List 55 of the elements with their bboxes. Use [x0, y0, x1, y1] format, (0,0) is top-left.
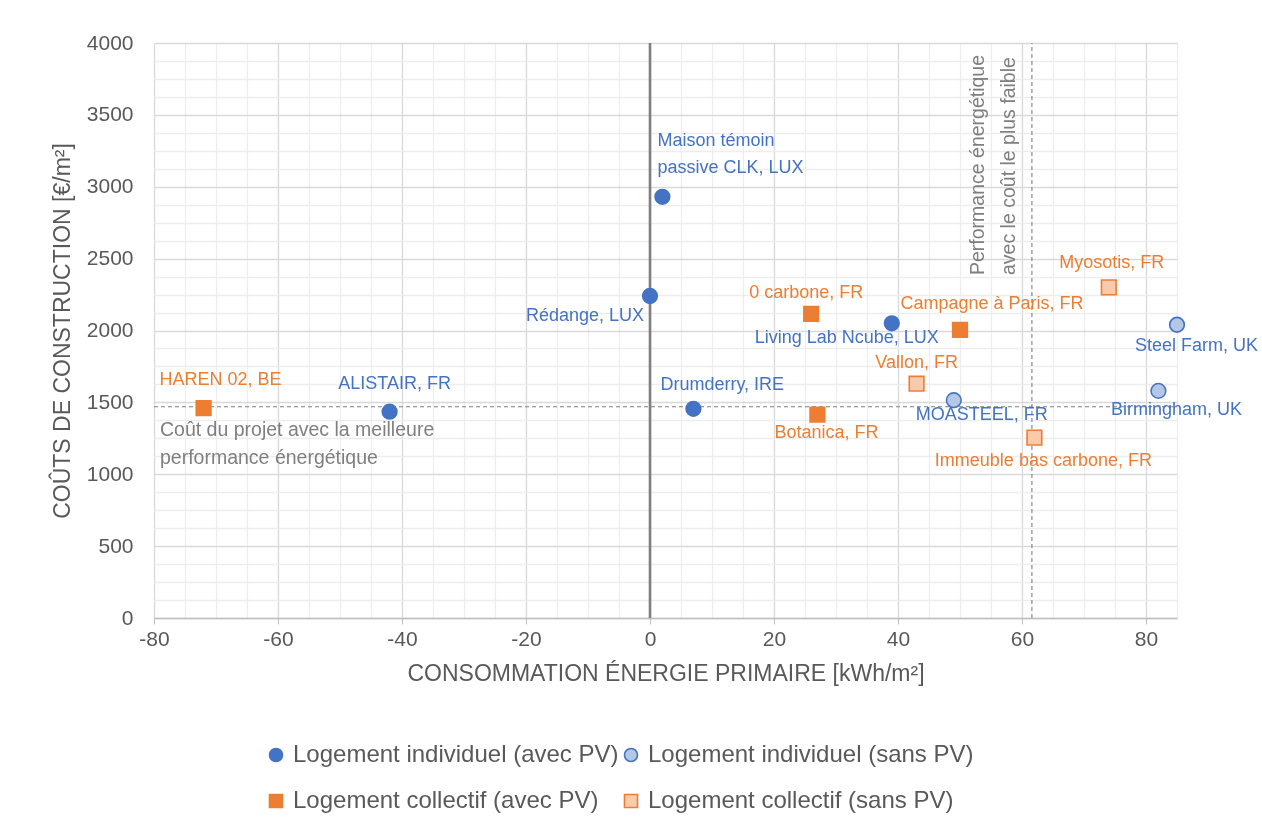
x-tick-label: 60 [1010, 626, 1035, 650]
annotation: Immeuble bas carbone, FR [934, 449, 1152, 470]
y-tick-label: 0 [121, 605, 134, 629]
ref-line-label: Performance énergétique avec le coût le plus faible [965, 54, 1019, 275]
annotation: 0 carbone, FR [749, 281, 864, 302]
annotation: Botanica, FR [774, 421, 879, 442]
annotation: Rédange, LUX [525, 305, 644, 325]
annotation: MOASTEEL, FR [915, 404, 1048, 425]
annotation: Maison témoin passive CLK, LUX [657, 129, 804, 177]
legend-label: Logement individuel (sans PV) [648, 740, 974, 767]
x-tick-label: -20 [511, 626, 542, 650]
annotation: Steel Farm, UK [1134, 334, 1258, 355]
annotation: Drumderry, IRE [660, 373, 785, 394]
annotation: HAREN 02, BE [159, 369, 282, 390]
point [1168, 316, 1186, 333]
x-tick-label: 40 [886, 626, 911, 650]
annotation: Birmingham, UK [1110, 398, 1242, 419]
legend-label: Logement individuel (avec PV) [293, 740, 619, 767]
point [1100, 279, 1117, 296]
y-tick-label: 1000 [86, 461, 134, 485]
y-axis-title: COÛTS DE CONSTRUCTION [€/m²] [47, 143, 75, 519]
annotation: Living Lab Ncube, LUX [754, 327, 939, 348]
point [1150, 382, 1167, 399]
annotation: Myosotis, FR [1059, 252, 1165, 273]
annotation: ALISTAIR, FR [338, 372, 451, 393]
y-tick-label: 4000 [86, 30, 134, 54]
point [381, 403, 398, 420]
point [1026, 429, 1043, 446]
point [641, 287, 659, 305]
ref-line-label: Coût du projet avec la meilleure performance énergétique [160, 417, 435, 468]
y-tick-label: 2000 [86, 318, 134, 341]
y-tick-label: 500 [98, 533, 134, 557]
y-tick-label: 1500 [86, 389, 134, 413]
y-tick-label: 3000 [86, 174, 134, 198]
legend-label: Logement collectif (avec PV) [293, 786, 599, 813]
x-tick-label: -60 [263, 626, 294, 650]
annotation: Vallon, FR [875, 351, 958, 372]
x-tick-label: 20 [762, 626, 787, 650]
x-tick-label: 0 [644, 626, 657, 650]
legend-label: Logement collectif (sans PV) [648, 786, 954, 813]
annotation: Campagne à Paris, FR [900, 292, 1084, 313]
point [951, 321, 969, 338]
y-tick-label: 3500 [86, 102, 134, 126]
point [803, 305, 820, 323]
point [809, 406, 826, 423]
x-tick-label: -80 [139, 626, 170, 650]
point [685, 400, 702, 417]
x-axis-title: CONSOMMATION ÉNERGIE PRIMAIRE [kWh/m²] [407, 659, 925, 686]
x-tick-label: 80 [1134, 626, 1159, 650]
point [908, 375, 925, 392]
point [654, 188, 671, 205]
point [195, 399, 212, 417]
y-tick-label: 2500 [86, 246, 134, 270]
x-tick-label: -40 [387, 626, 418, 650]
point [883, 315, 900, 332]
